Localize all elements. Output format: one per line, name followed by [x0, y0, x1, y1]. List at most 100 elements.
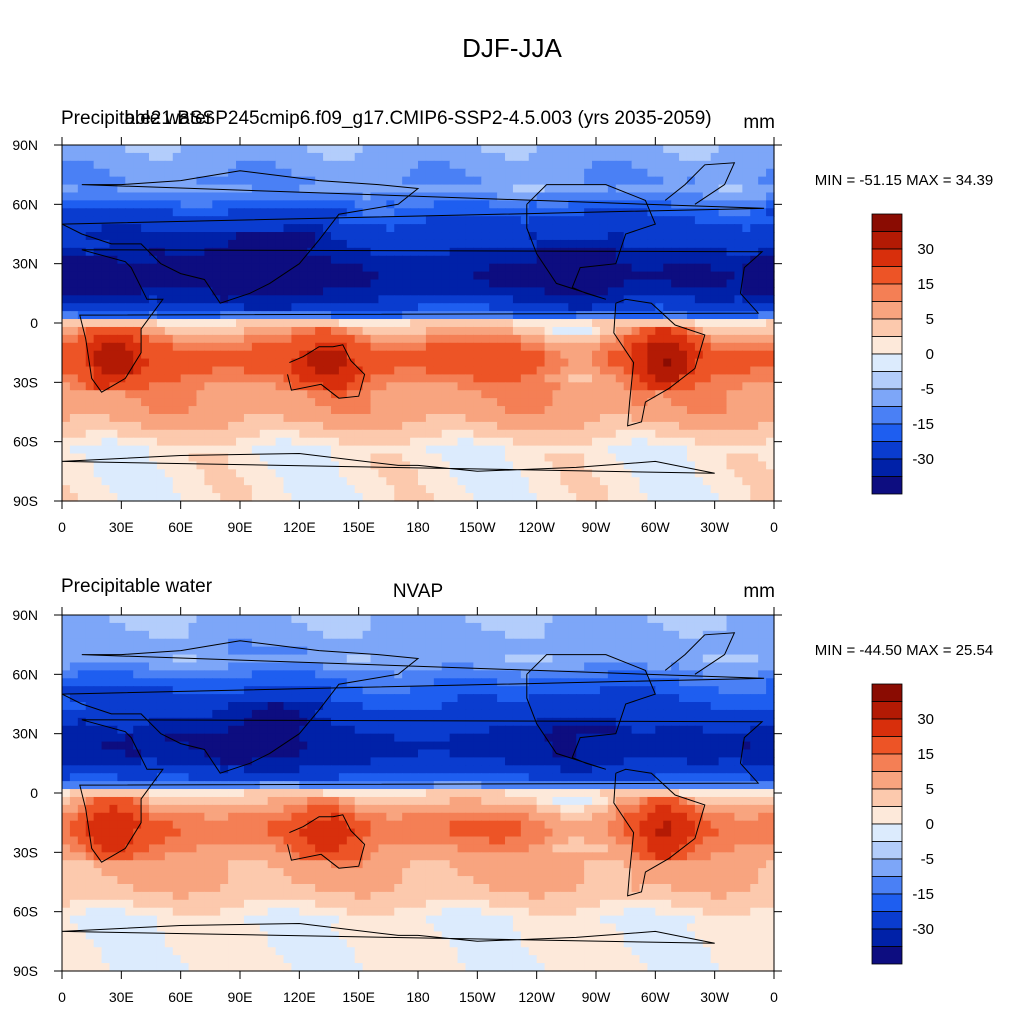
map-cell — [655, 326, 664, 336]
map-cell — [101, 421, 111, 431]
map-cell — [433, 287, 443, 296]
map-cell — [726, 646, 736, 656]
map-cell — [750, 678, 759, 687]
map-cell — [655, 366, 664, 376]
map-cell — [473, 232, 482, 241]
map-cell — [402, 390, 411, 399]
map-cell — [679, 192, 688, 201]
map-cell — [758, 654, 767, 664]
map-cell — [702, 622, 712, 632]
map-cell — [259, 358, 269, 368]
map-cell — [528, 232, 538, 241]
map-cell — [528, 670, 538, 679]
map-cell — [607, 263, 617, 273]
map-cell — [655, 319, 664, 328]
map-cell — [607, 247, 617, 257]
map-cell — [243, 326, 253, 336]
map-cell — [631, 232, 641, 241]
map-cell — [362, 622, 372, 632]
map-cell — [457, 145, 467, 154]
map-cell — [528, 461, 538, 470]
map-cell — [497, 429, 506, 439]
map-cell — [584, 326, 593, 336]
map-cell — [62, 145, 71, 154]
map-cell — [631, 176, 641, 186]
map-cell — [299, 630, 308, 640]
map-cell — [433, 453, 443, 463]
map-cell — [631, 224, 641, 233]
map-cell — [457, 239, 467, 249]
map-cell — [473, 461, 482, 470]
map-cell — [758, 255, 767, 265]
map-cell — [109, 429, 118, 439]
map-cell — [544, 184, 554, 194]
map-cell — [275, 622, 285, 632]
map-cell — [101, 615, 111, 624]
map-cell — [77, 295, 87, 304]
map-cell — [576, 160, 585, 170]
map-cell — [718, 200, 728, 209]
map-cell — [663, 239, 672, 249]
map-cell — [180, 263, 190, 273]
map-cell — [473, 493, 482, 502]
map-cell — [62, 326, 71, 336]
map-cell — [607, 200, 617, 209]
map-cell — [109, 374, 118, 383]
map-cell — [77, 646, 87, 656]
map-cell — [93, 686, 103, 695]
map-cell — [267, 200, 277, 209]
map-cell — [212, 461, 221, 470]
map-cell — [236, 662, 245, 671]
map-cell — [520, 366, 530, 376]
map-cell — [101, 445, 111, 455]
map-cell — [607, 208, 617, 217]
map-cell — [338, 358, 348, 368]
map-cell — [299, 421, 308, 431]
map-cell — [568, 654, 577, 664]
map-cell — [323, 477, 332, 486]
map-cell — [544, 239, 554, 249]
map-cell — [750, 366, 759, 376]
map-cell — [505, 382, 514, 391]
map-cell — [93, 279, 103, 288]
map-cell — [742, 160, 751, 170]
map-cell — [679, 670, 688, 679]
map-cell — [370, 445, 380, 455]
map-cell — [299, 326, 308, 336]
map-cell — [742, 493, 751, 502]
map-cell — [560, 398, 569, 407]
map-cell — [338, 437, 348, 447]
map-cell — [560, 232, 569, 241]
map-cell — [196, 263, 205, 273]
map-cell — [457, 319, 467, 328]
map-cell — [133, 662, 142, 671]
map-cell — [568, 160, 577, 170]
map-cell — [552, 358, 561, 368]
map-cell — [655, 662, 664, 671]
map-cell — [592, 654, 601, 664]
map-cell — [228, 390, 237, 399]
map-cell — [267, 350, 277, 360]
map-cell — [568, 232, 577, 241]
map-cell — [125, 678, 134, 687]
map-cell — [742, 303, 751, 312]
map-cell — [330, 390, 340, 399]
map-cell — [93, 615, 103, 624]
map-cell — [330, 413, 340, 423]
map-cell — [686, 342, 696, 352]
map-cell — [133, 398, 142, 407]
map-cell — [307, 493, 316, 502]
map-cell — [425, 232, 435, 241]
map-cell — [220, 477, 229, 486]
map-cell — [512, 326, 522, 336]
map-cell — [449, 678, 459, 687]
map-cell — [204, 263, 213, 273]
map-cell — [315, 670, 324, 679]
map-cell — [330, 168, 340, 178]
map-cell — [710, 295, 720, 304]
map-cell — [117, 469, 126, 478]
map-cell — [679, 184, 688, 194]
map-cell — [655, 255, 664, 265]
map-cell — [663, 662, 672, 671]
map-cell — [726, 160, 736, 170]
